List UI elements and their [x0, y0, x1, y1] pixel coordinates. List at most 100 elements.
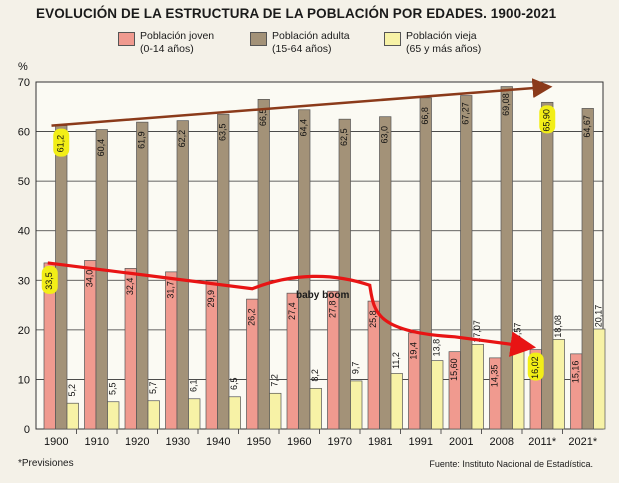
data-label-young: 32,4 — [125, 278, 135, 296]
data-label-old: 5,7 — [148, 381, 158, 394]
legend-label-old: Población vieja (65 y más años) — [406, 30, 482, 55]
data-label-old: 6,5 — [229, 378, 239, 391]
data-label-adult: 61,9 — [137, 131, 147, 149]
bar-adult — [338, 118, 351, 430]
data-label-old: 8,2 — [310, 369, 320, 382]
y-tick-label: 60 — [18, 127, 30, 139]
x-tick-label: 1920 — [125, 436, 149, 448]
legend-swatch-young — [118, 32, 135, 46]
x-tick-label: 1981 — [368, 436, 392, 448]
baby-boom-annotation: baby boom — [296, 290, 350, 301]
data-label-adult: 64,4 — [299, 119, 309, 137]
label-highlight — [41, 265, 58, 294]
bar-adult — [581, 108, 594, 430]
data-label-young: 29,9 — [206, 290, 216, 308]
label-highlight — [53, 128, 70, 157]
data-label-young: 26,2 — [247, 308, 257, 326]
legend-label-adult: Población adulta (15-64 años) — [272, 30, 350, 55]
data-label-old: 11,2 — [391, 352, 401, 369]
bar-old — [147, 400, 160, 430]
data-label-old: 6,1 — [189, 380, 199, 393]
data-label-adult: 66,8 — [420, 107, 430, 125]
bar-old — [350, 380, 363, 430]
data-label-old: 7,2 — [270, 374, 280, 387]
x-tick-label: 1991 — [409, 436, 433, 448]
data-label-old: 16,57 — [513, 323, 523, 346]
young-trend-arrow — [47, 261, 537, 357]
bar-old — [269, 392, 282, 430]
data-label-adult: 69,08 — [501, 93, 511, 116]
data-label-adult: 64,67 — [582, 115, 592, 138]
legend-swatch-adult — [250, 32, 267, 46]
bar-old — [228, 396, 241, 430]
label-highlight — [539, 105, 556, 134]
data-label-adult: 62,5 — [339, 128, 349, 146]
data-label-young: 33,5 — [44, 272, 54, 290]
data-label-adult: 65,90 — [542, 109, 552, 132]
bar-adult — [298, 109, 311, 430]
x-tick-label: 1940 — [206, 436, 230, 448]
bar-old — [431, 360, 444, 430]
legend-swatch-old — [384, 32, 401, 46]
x-tick-label: 1950 — [247, 436, 271, 448]
y-tick-label: 30 — [18, 275, 30, 287]
x-tick-label: 1910 — [85, 436, 109, 448]
y-tick-label: 50 — [18, 176, 30, 188]
x-tick-label: 1970 — [328, 436, 352, 448]
x-tick-label: 2008 — [490, 436, 514, 448]
y-axis-label: % — [18, 61, 28, 73]
bar-adult — [419, 97, 432, 430]
x-tick-label: 2021* — [568, 436, 597, 448]
bar-old — [188, 398, 201, 430]
x-tick-label: 2011* — [528, 436, 557, 448]
legend-label-young: Población joven (0-14 años) — [140, 30, 215, 55]
bar-adult — [379, 116, 392, 430]
bar-old — [309, 388, 322, 430]
data-label-old: 13,8 — [432, 339, 442, 357]
data-label-adult: 63,0 — [380, 126, 390, 144]
data-label-young: 19,4 — [409, 342, 419, 360]
y-tick-label: 0 — [24, 424, 30, 436]
data-label-young: 14,35 — [490, 365, 500, 388]
data-label-young: 34,0 — [85, 270, 95, 288]
adult-trend-arrow — [51, 78, 553, 127]
y-tick-label: 20 — [18, 325, 30, 337]
data-label-young: 16,02 — [530, 356, 540, 379]
data-label-young: 31,7 — [166, 281, 176, 299]
data-label-adult: 67,27 — [461, 102, 471, 125]
bar-adult — [257, 98, 270, 430]
data-label-adult: 61,2 — [56, 135, 66, 153]
bar-old — [552, 339, 565, 430]
label-highlight — [527, 352, 544, 381]
source-note: Fuente: Instituto Nacional de Estadístic… — [429, 459, 593, 469]
y-tick-label: 40 — [18, 226, 30, 238]
data-label-adult: 63,5 — [218, 123, 228, 141]
data-label-young: 27,8 — [328, 300, 338, 318]
data-label-old: 18,08 — [553, 315, 563, 338]
bar-adult — [460, 95, 473, 430]
bar-old — [66, 402, 79, 430]
y-tick-label: 10 — [18, 374, 30, 386]
bar-old — [107, 401, 120, 430]
note-previsiones: *Previsiones — [18, 458, 74, 469]
data-label-old: 5,2 — [67, 384, 77, 397]
data-label-young: 25,8 — [368, 310, 378, 328]
data-label-young: 15,16 — [571, 361, 581, 384]
data-label-adult: 66,5 — [258, 109, 268, 127]
data-label-old: 17,07 — [472, 320, 482, 343]
data-label-adult: 62,2 — [177, 130, 187, 148]
data-label-young: 15,60 — [449, 358, 459, 381]
bar-old — [390, 373, 403, 430]
x-tick-label: 1900 — [44, 436, 68, 448]
bar-adult — [500, 86, 513, 430]
chart-title: EVOLUCIÓN DE LA ESTRUCTURA DE LA POBLACI… — [36, 6, 557, 21]
x-tick-label: 2001 — [449, 436, 473, 448]
bar-old — [512, 346, 525, 430]
data-label-old: 5,5 — [108, 382, 118, 395]
bar-adult — [95, 129, 108, 430]
bar-adult — [176, 120, 189, 430]
bar-adult — [217, 113, 230, 430]
bar-old — [593, 328, 606, 430]
data-label-old: 20,17 — [594, 305, 604, 328]
